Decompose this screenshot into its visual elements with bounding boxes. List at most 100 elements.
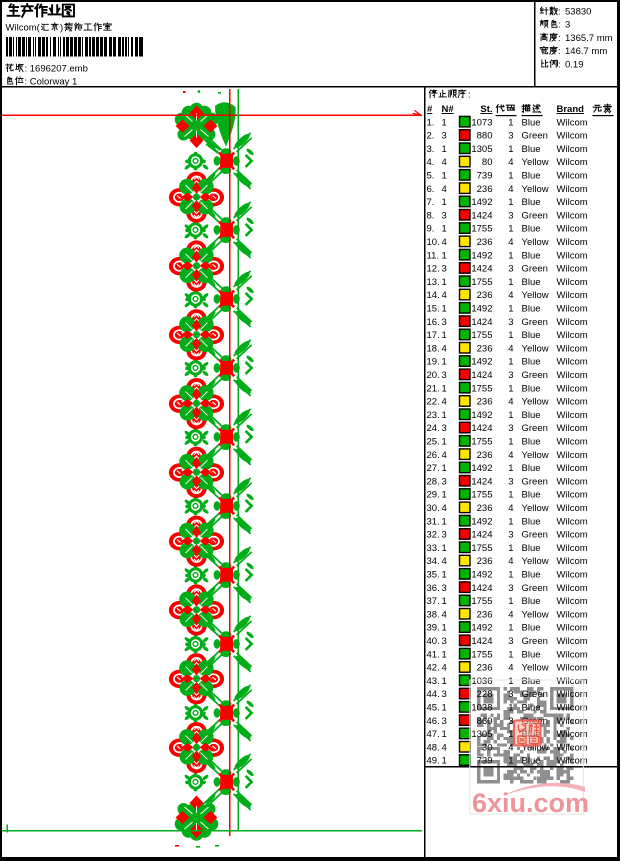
svg-text:1: 1 — [442, 250, 447, 261]
svg-text:Wilcom: Wilcom — [557, 463, 588, 474]
svg-text:1: 1 — [508, 543, 513, 554]
svg-text:17.: 17. — [427, 330, 440, 341]
svg-text:Blue: Blue — [522, 304, 541, 315]
svg-text:Yellow: Yellow — [522, 157, 549, 168]
svg-text:4: 4 — [442, 556, 447, 567]
svg-text:35.: 35. — [427, 570, 440, 581]
svg-text:1755: 1755 — [471, 437, 492, 448]
svg-text:1: 1 — [442, 330, 447, 341]
svg-text:3: 3 — [508, 636, 513, 647]
svg-text:1: 1 — [442, 357, 447, 368]
svg-text:Blue: Blue — [522, 490, 541, 501]
svg-text:3: 3 — [442, 636, 447, 647]
svg-text:1: 1 — [442, 224, 447, 235]
svg-text:1: 1 — [508, 197, 513, 208]
svg-text:Wilcom: Wilcom — [557, 383, 588, 394]
svg-text:N#: N# — [442, 104, 455, 115]
svg-text:Wilcom: Wilcom — [557, 636, 588, 647]
svg-text:1424: 1424 — [471, 317, 492, 328]
svg-text:1: 1 — [508, 330, 513, 341]
svg-text:2.: 2. — [427, 131, 435, 142]
svg-text:3.: 3. — [427, 144, 435, 155]
svg-text:1: 1 — [508, 277, 513, 288]
svg-text:27.: 27. — [427, 463, 440, 474]
svg-text:3: 3 — [442, 264, 447, 275]
svg-text:4: 4 — [442, 397, 447, 408]
svg-text:Green: Green — [522, 689, 548, 700]
svg-text::: : — [558, 59, 561, 70]
svg-text:Wilcom: Wilcom — [557, 423, 588, 434]
svg-text:Blue: Blue — [522, 516, 541, 527]
svg-text:14.: 14. — [427, 290, 440, 301]
svg-text:Wilcom: Wilcom — [557, 716, 588, 727]
svg-text:Wilcom: Wilcom — [557, 663, 588, 674]
svg-text:1: 1 — [508, 383, 513, 394]
svg-text:1: 1 — [508, 410, 513, 421]
svg-text:1: 1 — [442, 649, 447, 660]
svg-text:Yellow: Yellow — [522, 184, 549, 195]
svg-text:26.: 26. — [427, 450, 440, 461]
svg-text:1755: 1755 — [471, 649, 492, 660]
svg-text:3: 3 — [508, 264, 513, 275]
svg-text:Wilcom: Wilcom — [557, 277, 588, 288]
svg-text:Blue: Blue — [522, 437, 541, 448]
svg-text:Wilcom: Wilcom — [557, 450, 588, 461]
svg-text:4: 4 — [508, 609, 513, 620]
svg-text:1424: 1424 — [471, 636, 492, 647]
svg-text:1: 1 — [508, 756, 513, 767]
svg-text:30.: 30. — [427, 503, 440, 514]
svg-text:Yellow: Yellow — [522, 237, 549, 248]
svg-text:228: 228 — [477, 689, 493, 700]
svg-text:41.: 41. — [427, 649, 440, 660]
svg-text:1492: 1492 — [471, 304, 492, 315]
svg-text:3: 3 — [442, 131, 447, 142]
svg-text:1424: 1424 — [471, 530, 492, 541]
svg-text:1: 1 — [508, 676, 513, 687]
svg-text:33.: 33. — [427, 543, 440, 554]
svg-text:Green: Green — [522, 530, 548, 541]
svg-text:3: 3 — [442, 210, 447, 221]
svg-text:Wilcom: Wilcom — [557, 649, 588, 660]
svg-text:15.: 15. — [427, 304, 440, 315]
svg-text:1: 1 — [508, 596, 513, 607]
svg-text:1305: 1305 — [471, 144, 492, 155]
svg-text:1: 1 — [442, 304, 447, 315]
svg-text:Wilcom: Wilcom — [557, 437, 588, 448]
svg-text:46.: 46. — [427, 716, 440, 727]
svg-text:Wilcom: Wilcom — [557, 317, 588, 328]
svg-text:39.: 39. — [427, 623, 440, 634]
svg-text:42.: 42. — [427, 663, 440, 674]
svg-text:Wilcom: Wilcom — [557, 171, 588, 182]
svg-text:Yellow: Yellow — [522, 290, 549, 301]
svg-text:Yellow: Yellow — [522, 343, 549, 354]
svg-text:28.: 28. — [427, 476, 440, 487]
svg-text:32.: 32. — [427, 530, 440, 541]
svg-text:739: 739 — [477, 171, 493, 182]
svg-text:Blue: Blue — [522, 357, 541, 368]
svg-text:1: 1 — [508, 304, 513, 315]
svg-text:): ) — [60, 23, 63, 34]
svg-text:Blue: Blue — [522, 649, 541, 660]
svg-text:1424: 1424 — [471, 423, 492, 434]
svg-text:1755: 1755 — [471, 596, 492, 607]
svg-text:236: 236 — [477, 237, 493, 248]
svg-text:1492: 1492 — [471, 623, 492, 634]
svg-text:1424: 1424 — [471, 264, 492, 275]
svg-text:739: 739 — [477, 756, 493, 767]
svg-text:Wilcom: Wilcom — [557, 503, 588, 514]
svg-text:4: 4 — [442, 290, 447, 301]
svg-text:13.: 13. — [427, 277, 440, 288]
svg-text:Yellow: Yellow — [522, 609, 549, 620]
svg-text:Blue: Blue — [522, 117, 541, 128]
svg-text:4: 4 — [508, 556, 513, 567]
svg-text:1755: 1755 — [471, 490, 492, 501]
svg-text:4: 4 — [508, 237, 513, 248]
svg-text:16.: 16. — [427, 317, 440, 328]
svg-text:1: 1 — [442, 729, 447, 740]
svg-text:36.: 36. — [427, 583, 440, 594]
svg-text:Wilcom: Wilcom — [557, 609, 588, 620]
svg-text:4: 4 — [442, 742, 447, 753]
svg-text:Yellow: Yellow — [522, 503, 549, 514]
svg-text:49.: 49. — [427, 756, 440, 767]
svg-text:860: 860 — [477, 716, 493, 727]
